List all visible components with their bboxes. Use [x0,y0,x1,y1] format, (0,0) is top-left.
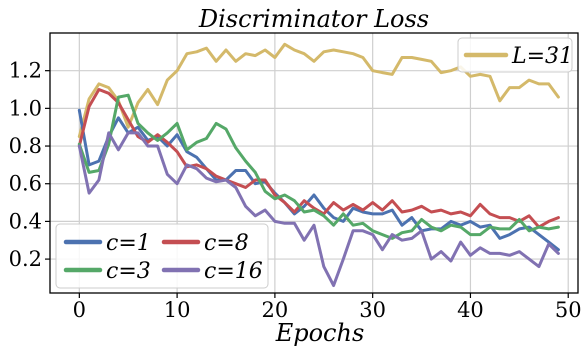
series-line-c16 [77,131,560,287]
x-tick-label-50: 50 [555,298,582,322]
x-tick-label-10: 10 [164,298,191,322]
y-tick-label-3: 0.8 [9,134,42,158]
tick-labels: 0 10 20 30 40 50 0.2 0.4 0.6 0.8 1.0 1.2 [9,59,582,322]
legend-label-l31: L=31 [511,44,573,69]
x-tick-label-0: 0 [73,298,86,322]
chart-title: Discriminator Loss [198,5,429,33]
x-tick-label-20: 20 [262,298,289,322]
y-tick-label-5: 1.2 [9,59,42,83]
legend-label-c16: c=16 [204,259,263,284]
y-tick-label-4: 1.0 [9,96,42,120]
legend-bottom-left: c=1 c=8 c=3 c=16 [55,223,269,289]
legend-top-right: L=31 [457,37,573,73]
legend-top-right-box [457,37,573,73]
legend-label-c8: c=8 [204,231,249,256]
series-line-c8 [77,88,560,229]
x-tick-label-40: 40 [457,298,484,322]
y-tick-label-0: 0.2 [9,247,42,271]
legend-label-c1: c=1 [106,231,151,256]
y-tick-label-2: 0.6 [9,172,42,196]
x-axis-label: Epochs [275,319,365,347]
legend-bottom-left-box [55,223,269,289]
y-tick-label-1: 0.4 [9,209,42,233]
series-lines [77,42,560,287]
series-line-l31 [77,42,560,139]
x-tick-label-30: 30 [359,298,386,322]
series-line-c3 [77,93,560,240]
legend-label-c3: c=3 [106,259,151,284]
plot-frame [49,32,579,294]
